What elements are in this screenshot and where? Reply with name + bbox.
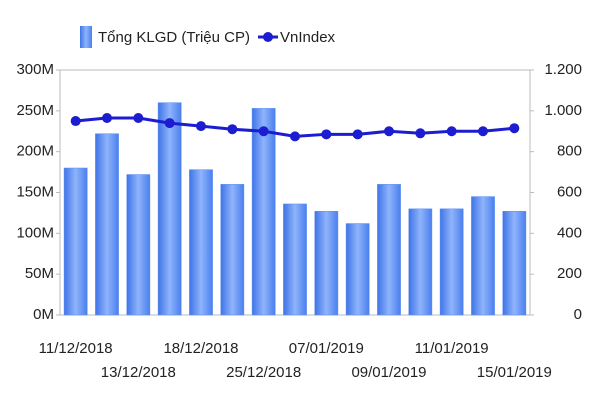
line-point	[384, 126, 394, 137]
x-tick-label: 09/01/2019	[351, 364, 426, 381]
y-tick-label: 0M	[33, 306, 54, 323]
legend-marker	[263, 32, 273, 42]
bar	[471, 196, 495, 316]
y2-tick-label: 1.200	[544, 61, 582, 78]
y-tick-label: 300M	[16, 61, 54, 78]
line-point	[227, 124, 238, 135]
x-tick-label: 07/01/2019	[289, 340, 364, 357]
bar	[283, 203, 307, 316]
bar	[408, 208, 433, 316]
line-point	[352, 129, 363, 140]
y2-tick-label: 400	[557, 224, 582, 241]
line-point	[415, 128, 426, 139]
bar	[126, 174, 151, 316]
line-point	[133, 112, 144, 123]
legend-label: Tổng KLGD (Triệu CP)	[98, 29, 250, 46]
x-tick-label: 18/12/2018	[163, 340, 238, 357]
y-tick-label: 150M	[16, 183, 54, 200]
bar	[189, 169, 213, 316]
bar	[502, 211, 527, 316]
y-tick-label: 50M	[25, 265, 54, 282]
line-point	[70, 116, 81, 127]
legend-swatch	[80, 26, 92, 48]
line-point	[258, 126, 269, 137]
y2-tick-label: 200	[557, 265, 582, 282]
bar	[377, 184, 401, 316]
x-tick-label: 25/12/2018	[226, 364, 301, 381]
bar	[157, 102, 182, 316]
y2-tick-label: 600	[557, 183, 582, 200]
x-tick-label: 11/12/2018	[39, 340, 113, 357]
line-point	[290, 131, 300, 142]
bar	[63, 167, 88, 316]
bar	[345, 223, 370, 316]
x-tick-label: 13/12/2018	[101, 364, 176, 381]
line-point	[102, 112, 112, 123]
y2-tick-label: 0	[574, 306, 582, 323]
line-point	[478, 126, 488, 137]
line-point	[196, 121, 206, 132]
y2-tick-label: 800	[557, 143, 582, 160]
bar	[251, 108, 276, 316]
x-tick-label: 11/01/2019	[415, 340, 489, 357]
y-tick-label: 100M	[16, 224, 54, 241]
line-point	[509, 123, 520, 134]
bar	[314, 211, 339, 316]
bar	[95, 133, 119, 316]
y2-tick-label: 1.000	[544, 102, 582, 119]
bar	[439, 208, 464, 316]
line-point	[321, 129, 332, 140]
line-point	[164, 118, 175, 129]
line-point	[446, 126, 457, 137]
x-tick-label: 15/01/2019	[477, 364, 552, 381]
y-tick-label: 200M	[16, 143, 54, 160]
legend-label: VnIndex	[280, 29, 336, 46]
y-tick-label: 250M	[16, 102, 54, 119]
bar	[220, 184, 245, 316]
